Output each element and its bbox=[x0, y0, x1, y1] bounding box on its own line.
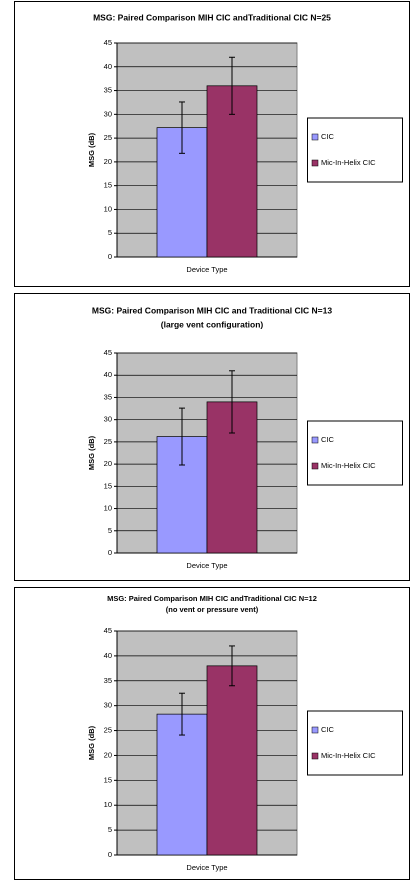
y-tick-label: 5 bbox=[108, 228, 112, 237]
y-tick-label: 20 bbox=[104, 750, 112, 759]
legend-swatch bbox=[311, 462, 319, 470]
y-tick-label: 35 bbox=[104, 676, 112, 685]
y-tick-label: 30 bbox=[104, 109, 112, 118]
y-tick-label: 40 bbox=[104, 651, 112, 660]
legend-box bbox=[307, 710, 403, 776]
y-tick-label: 10 bbox=[104, 204, 112, 213]
legend-label: Mic-In-Helix CIC bbox=[321, 751, 376, 760]
legend-label: CIC bbox=[321, 725, 335, 734]
y-axis-label: MSG (dB) bbox=[87, 435, 96, 470]
y-tick-label: 30 bbox=[104, 701, 112, 710]
y-tick-label: 40 bbox=[104, 62, 112, 71]
y-tick-label: 20 bbox=[104, 459, 112, 468]
y-tick-label: 10 bbox=[104, 800, 112, 809]
legend-swatch bbox=[311, 726, 319, 734]
legend-label: CIC bbox=[321, 132, 335, 141]
legend-swatch bbox=[311, 752, 319, 760]
y-axis-label: MSG (dB) bbox=[87, 132, 96, 167]
y-tick-label: 30 bbox=[104, 415, 112, 424]
y-tick-label: 15 bbox=[104, 481, 112, 490]
legend-box bbox=[307, 117, 403, 183]
y-tick-label: 15 bbox=[104, 775, 112, 784]
legend-box bbox=[307, 420, 403, 486]
x-axis-label: Device Type bbox=[186, 561, 227, 570]
legend-label: CIC bbox=[321, 435, 335, 444]
legend-label: Mic-In-Helix CIC bbox=[321, 461, 376, 470]
legend-label: Mic-In-Helix CIC bbox=[321, 158, 376, 167]
y-tick-label: 0 bbox=[108, 548, 112, 557]
chart-title: MSG: Paired Comparison MIH CIC and Tradi… bbox=[92, 305, 332, 315]
y-tick-label: 0 bbox=[108, 252, 112, 261]
y-tick-label: 20 bbox=[104, 157, 112, 166]
y-tick-label: 0 bbox=[108, 850, 112, 859]
legend-swatch bbox=[311, 436, 319, 444]
y-tick-label: 45 bbox=[104, 348, 112, 357]
bar bbox=[156, 713, 208, 856]
chart-subtitle: (no vent or pressure vent) bbox=[166, 605, 259, 614]
bar bbox=[206, 665, 258, 856]
y-tick-label: 25 bbox=[104, 437, 112, 446]
legend-swatch bbox=[311, 133, 319, 141]
y-tick-label: 35 bbox=[104, 86, 112, 95]
y-tick-label: 35 bbox=[104, 392, 112, 401]
y-tick-label: 15 bbox=[104, 181, 112, 190]
y-axis-label: MSG (dB) bbox=[87, 725, 96, 760]
y-tick-label: 10 bbox=[104, 504, 112, 513]
y-tick-label: 45 bbox=[104, 38, 112, 47]
y-tick-label: 5 bbox=[108, 526, 112, 535]
x-axis-label: Device Type bbox=[186, 265, 227, 274]
chart-subtitle: (large vent configuration) bbox=[161, 319, 264, 329]
y-tick-label: 25 bbox=[104, 726, 112, 735]
x-axis-label: Device Type bbox=[186, 863, 227, 872]
y-tick-label: 45 bbox=[104, 626, 112, 635]
y-tick-label: 5 bbox=[108, 825, 112, 834]
chart-title: MSG: Paired Comparison MIH CIC andTradit… bbox=[107, 594, 317, 603]
y-tick-label: 40 bbox=[104, 370, 112, 379]
legend-swatch bbox=[311, 159, 319, 167]
chart-title: MSG: Paired Comparison MIH CIC andTradit… bbox=[93, 12, 331, 22]
y-tick-label: 25 bbox=[104, 133, 112, 142]
